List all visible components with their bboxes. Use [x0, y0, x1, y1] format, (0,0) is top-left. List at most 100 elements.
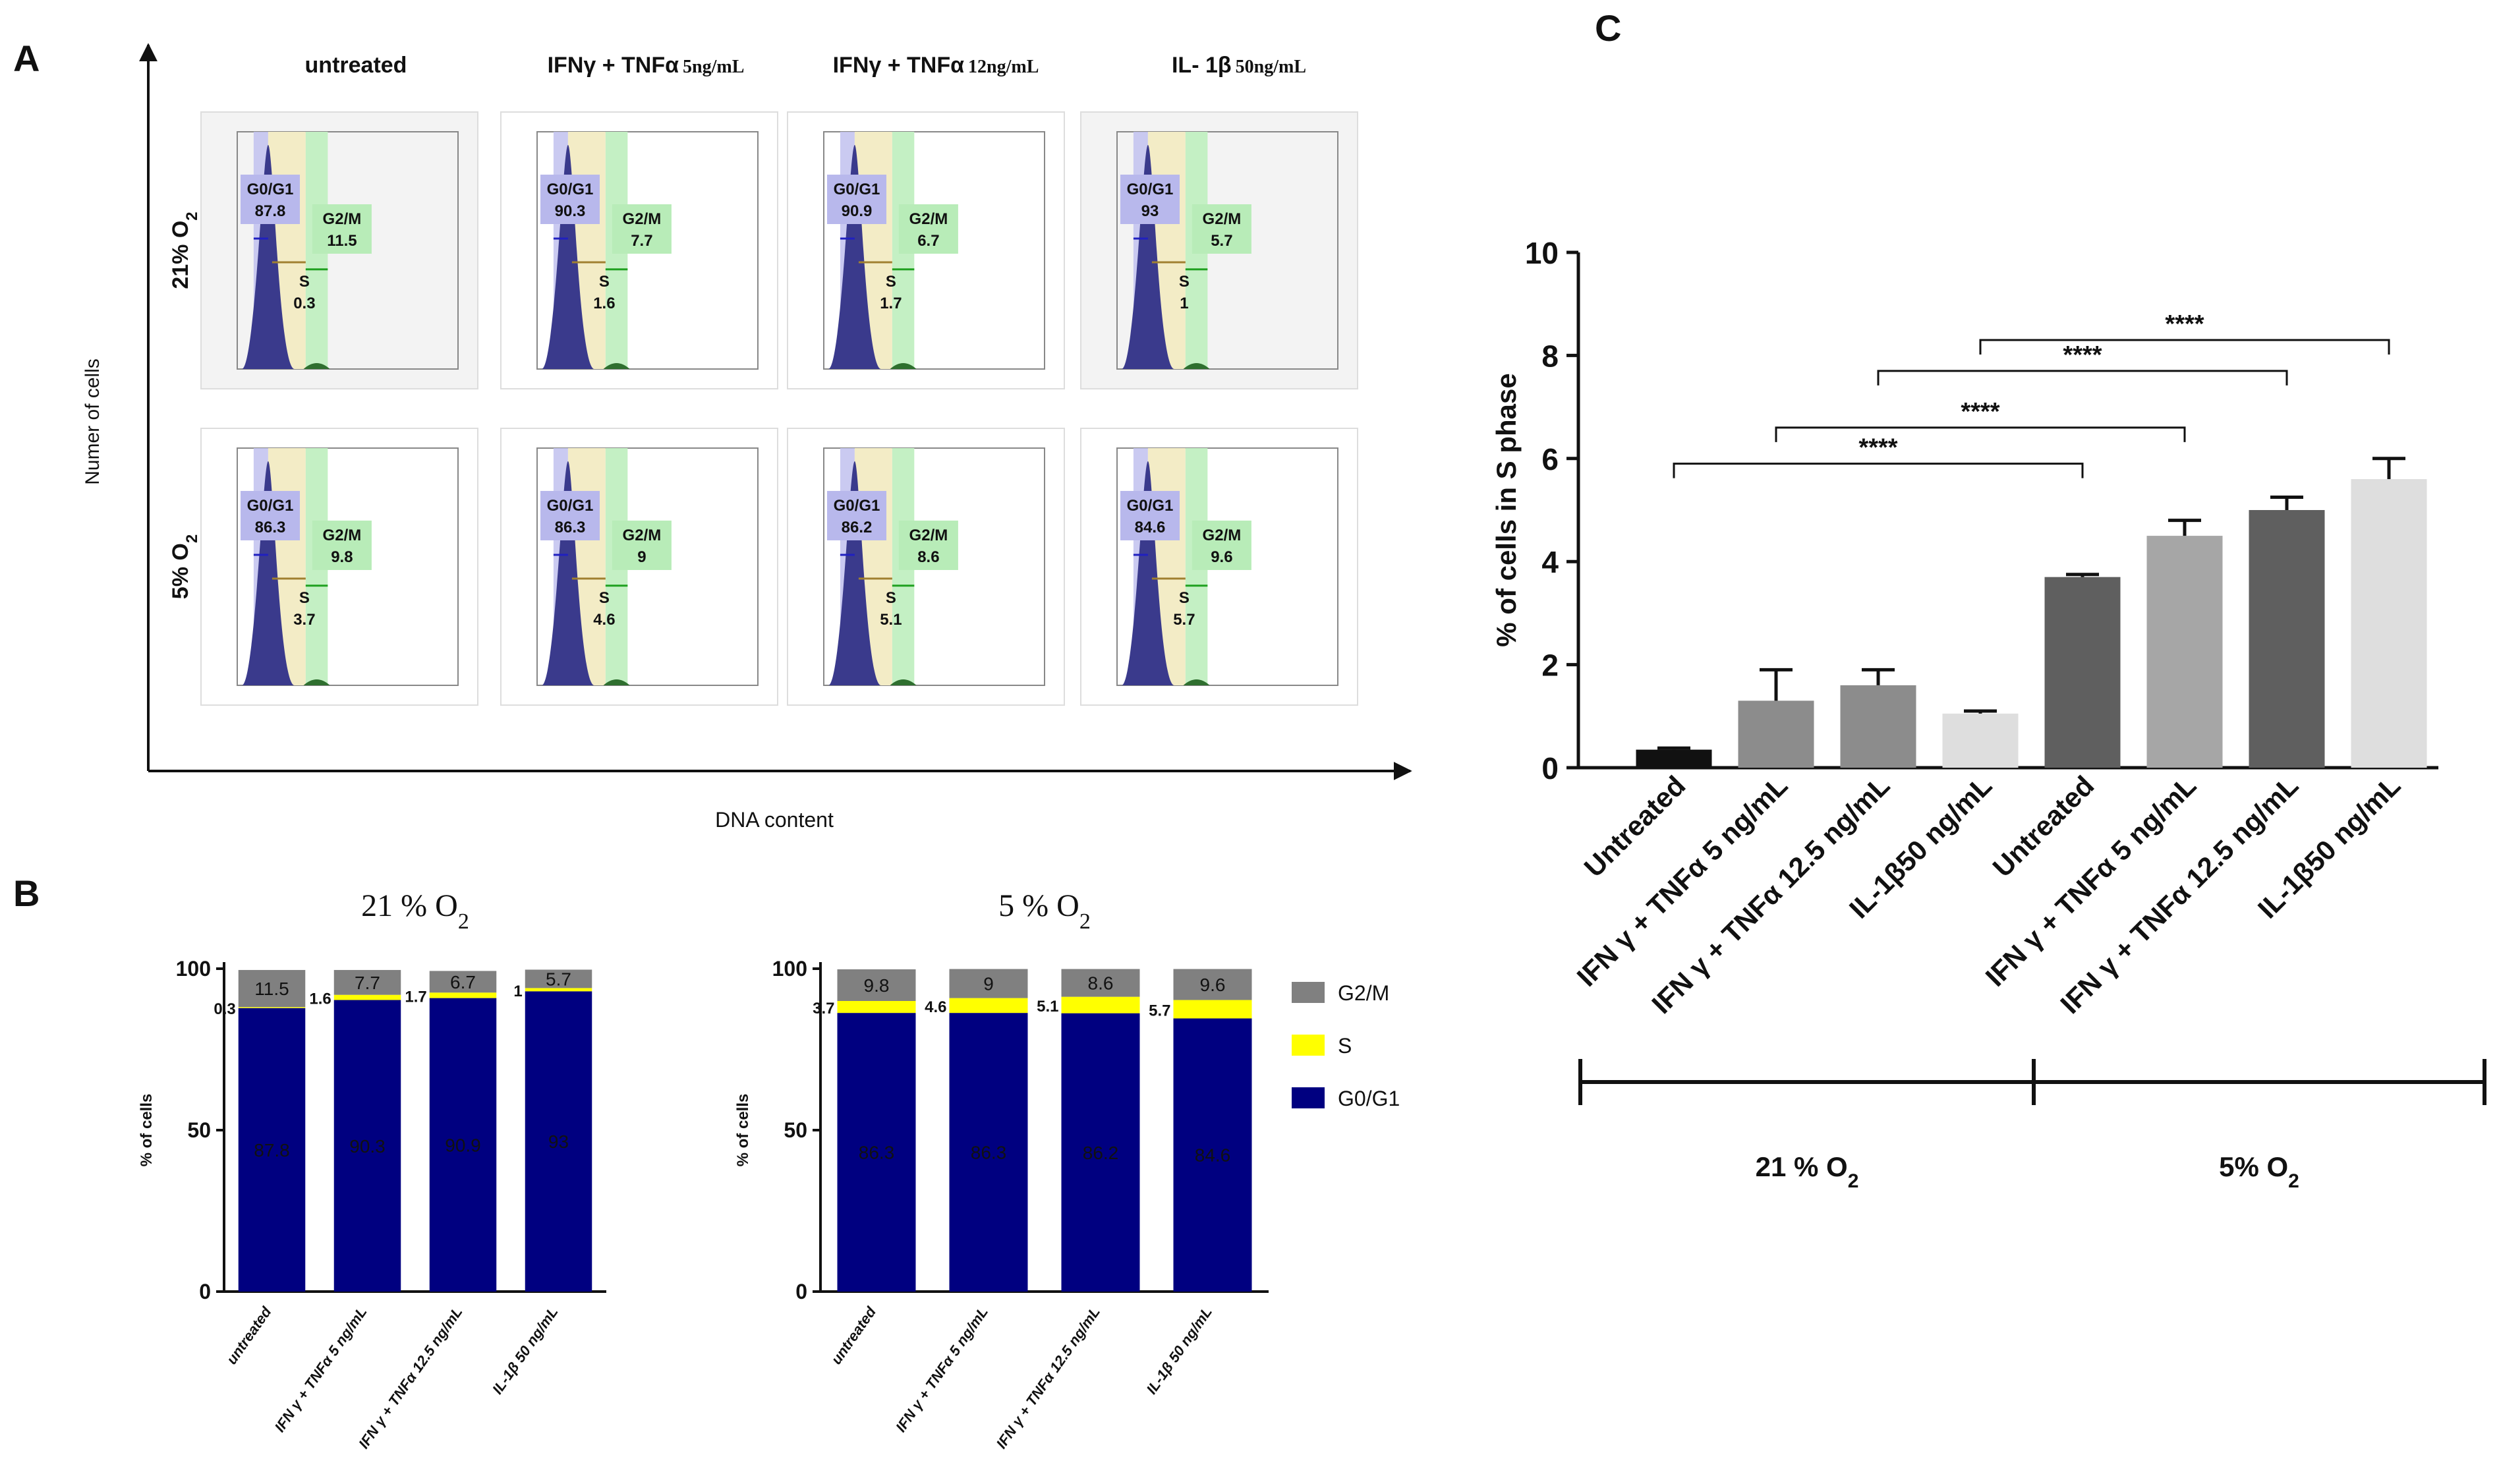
g0g1-data-label: 84.6	[1195, 1145, 1231, 1166]
chart-title-main: 5 % O	[998, 888, 1079, 923]
g2m-value: 8.6	[917, 548, 939, 566]
s-label: S	[886, 273, 896, 291]
bar-segment-s	[238, 1007, 306, 1008]
group-label-sub: 2	[2288, 1170, 2299, 1192]
g0g1-peak	[541, 145, 594, 369]
histogram-plot-frame	[237, 131, 459, 370]
bar	[1738, 700, 1814, 768]
g2m-label: G2/M	[323, 210, 362, 228]
s-data-label: 1.7	[405, 988, 426, 1006]
g0g1-value: 93	[1141, 202, 1159, 220]
y-tick-label: 2	[1541, 648, 1559, 683]
panel-a-x-label: DNA content	[715, 808, 834, 832]
s-label: S	[1179, 589, 1190, 607]
significance-label: ****	[2165, 310, 2204, 338]
g2m-value: 6.7	[917, 232, 939, 250]
group-label-main: 5% O	[2219, 1151, 2288, 1182]
row-label-text-main: 21% O	[168, 221, 193, 289]
bar-segment-g2m	[949, 969, 1028, 998]
g0g1-label-box	[540, 491, 600, 540]
s-data-label: 1	[513, 983, 522, 1000]
significance-bracket	[1979, 339, 2390, 355]
x-tick-label: IFN γ + TNFα 5 ng/mL	[1571, 770, 1794, 992]
s-value: 1.6	[593, 295, 615, 312]
g2m-value: 9.8	[331, 548, 353, 566]
row-label-text-sub: 2	[183, 212, 201, 220]
bar-segment-g2m	[333, 969, 401, 995]
g2m-data-label: 7.7	[355, 973, 380, 993]
bar-segment-g2m	[238, 969, 306, 1008]
g2m-label-box	[312, 204, 372, 254]
g0g1-label-box	[827, 175, 886, 224]
legend-label: G2/M	[1338, 981, 1389, 1005]
bar	[1942, 713, 2019, 768]
bar	[2146, 536, 2223, 768]
g0g1-value: 86.2	[842, 519, 873, 536]
s-value: 3.7	[293, 611, 315, 629]
chart-title-sub: 2	[458, 909, 469, 934]
g0g1-value: 90.3	[555, 202, 586, 220]
bar	[1636, 749, 1712, 768]
y-tick-label: 0	[199, 1280, 211, 1303]
g0g1-data-label: 90.9	[445, 1135, 481, 1155]
x-tick-label: Untreated	[1578, 770, 1692, 883]
y-axis-label: % of cells	[734, 1094, 752, 1167]
group-label: 5% O2	[2219, 1151, 2299, 1192]
g0g1-label-box	[1120, 491, 1180, 540]
y-tick-label: 100	[176, 957, 211, 981]
s-value: 4.6	[593, 611, 615, 629]
col-header-name: IFNγ + TNFα	[548, 53, 679, 78]
y-tick-label: 8	[1541, 339, 1559, 373]
g0g1-label-box	[241, 491, 300, 540]
y-tick-label: 6	[1541, 442, 1559, 476]
bar-segment-g0g1	[1173, 1018, 1252, 1292]
g2m-peak	[603, 679, 630, 685]
panel-a-histograms: untreated IFNγ + TNFα 5ng/mL IFNγ + TNFα 12n…	[168, 53, 1358, 706]
s-label: S	[599, 273, 610, 291]
g0g1-label: G0/G1	[1127, 181, 1174, 198]
g2m-label-box	[612, 521, 672, 570]
g0g1-label: G0/G1	[547, 181, 594, 198]
g2m-data-label: 9.6	[1200, 975, 1226, 995]
group-label-main: 21 % O	[1756, 1151, 1848, 1182]
g0g1-value: 86.3	[555, 519, 586, 536]
y-axis-label: % of cells	[138, 1094, 156, 1167]
s-label: S	[886, 589, 896, 607]
col-header-0: untreated	[305, 53, 407, 78]
g2m-label-box	[898, 204, 958, 254]
g0g1-peak	[1121, 461, 1174, 685]
row-label-text-sub: 2	[183, 534, 201, 543]
col-header-name: untreated	[305, 53, 407, 78]
x-tick-label: untreated	[223, 1303, 275, 1367]
bar-segment-g2m	[837, 969, 916, 1001]
s-label: S	[1179, 273, 1190, 291]
chart-title: 21 % O2	[361, 888, 469, 934]
bar-segment-g2m	[1173, 969, 1252, 1000]
g0g1-data-label: 93	[548, 1131, 569, 1152]
g0g1-value: 86.3	[255, 519, 286, 536]
x-tick-label: IFN γ + TNFα 5 ng/mL	[892, 1304, 991, 1435]
y-tick-label: 0	[795, 1280, 807, 1303]
x-tick-label: IL-1β 50 ng/mL	[489, 1304, 561, 1398]
g2m-data-label: 9	[983, 974, 994, 994]
y-tick-label: 10	[1525, 236, 1559, 270]
col-header-name: IFNγ + TNFα	[833, 53, 965, 78]
s-data-label: 1.6	[309, 990, 331, 1008]
panel-label-b: B	[13, 872, 40, 914]
bar-segment-s	[837, 1001, 916, 1013]
s-value: 1.7	[880, 295, 902, 312]
histogram-plot-frame	[237, 447, 459, 686]
legend-swatch	[1292, 1035, 1325, 1056]
bar-segment-s	[1061, 996, 1140, 1013]
legend-swatch	[1292, 1087, 1325, 1108]
g2m-peak	[603, 363, 630, 369]
g0g1-label-box	[827, 491, 886, 540]
panel-a-axes: Numer of cells DNA content	[82, 43, 1412, 832]
col-header-unit: 12ng/mL	[968, 57, 1039, 77]
row-label-1: 5% O2	[168, 534, 201, 599]
bar-segment-s	[429, 992, 497, 998]
g2m-data-label: 11.5	[254, 979, 289, 999]
row-label-0: 21% O2	[168, 212, 201, 289]
g0g1-data-label: 86.3	[971, 1143, 1007, 1163]
g0g1-label: G0/G1	[1127, 497, 1174, 515]
